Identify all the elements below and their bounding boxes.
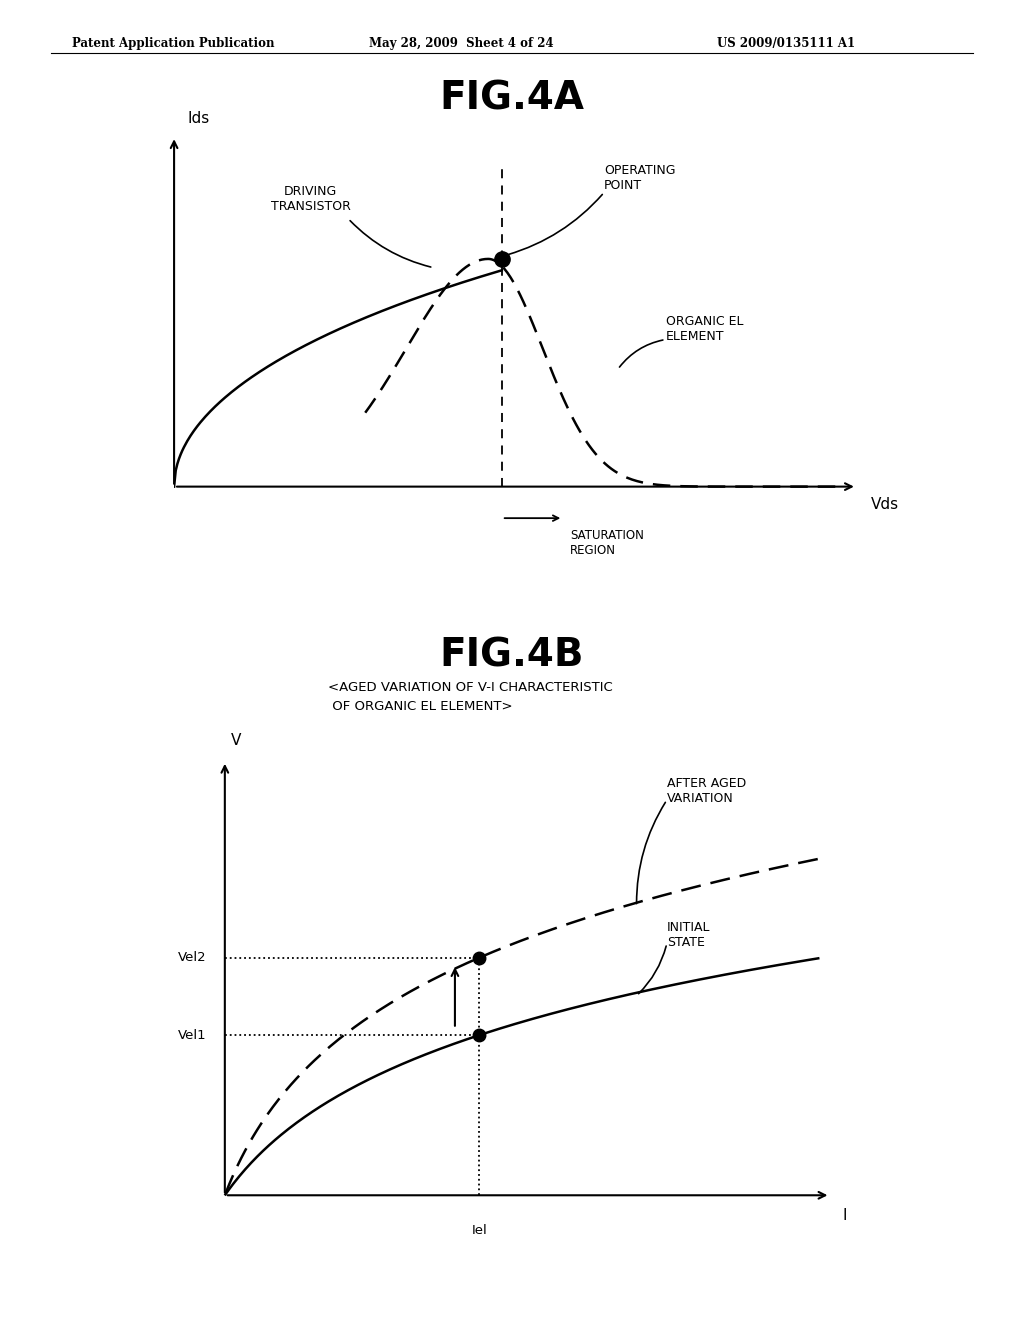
- Text: FIG.4A: FIG.4A: [439, 79, 585, 117]
- Text: US 2009/0135111 A1: US 2009/0135111 A1: [717, 37, 855, 50]
- Text: Iel: Iel: [471, 1224, 487, 1237]
- Text: ORGANIC EL
ELEMENT: ORGANIC EL ELEMENT: [666, 315, 743, 343]
- Text: V: V: [230, 733, 242, 748]
- Text: <AGED VARIATION OF V-I CHARACTERISTIC: <AGED VARIATION OF V-I CHARACTERISTIC: [328, 681, 612, 694]
- Text: Patent Application Publication: Patent Application Publication: [72, 37, 274, 50]
- Text: OF ORGANIC EL ELEMENT>: OF ORGANIC EL ELEMENT>: [328, 700, 512, 713]
- Text: OPERATING
POINT: OPERATING POINT: [604, 165, 676, 193]
- Text: Vel2: Vel2: [178, 952, 207, 964]
- Text: May 28, 2009  Sheet 4 of 24: May 28, 2009 Sheet 4 of 24: [369, 37, 553, 50]
- Text: DRIVING
TRANSISTOR: DRIVING TRANSISTOR: [270, 185, 350, 214]
- Text: Vds: Vds: [870, 498, 898, 512]
- Text: FIG.4B: FIG.4B: [439, 636, 585, 675]
- Text: INITIAL
STATE: INITIAL STATE: [667, 920, 711, 949]
- Text: SATURATION
REGION: SATURATION REGION: [570, 528, 644, 557]
- Text: Ids: Ids: [187, 111, 210, 125]
- Text: AFTER AGED
VARIATION: AFTER AGED VARIATION: [667, 777, 746, 805]
- Text: I: I: [843, 1208, 847, 1224]
- Text: Vel1: Vel1: [178, 1028, 207, 1041]
